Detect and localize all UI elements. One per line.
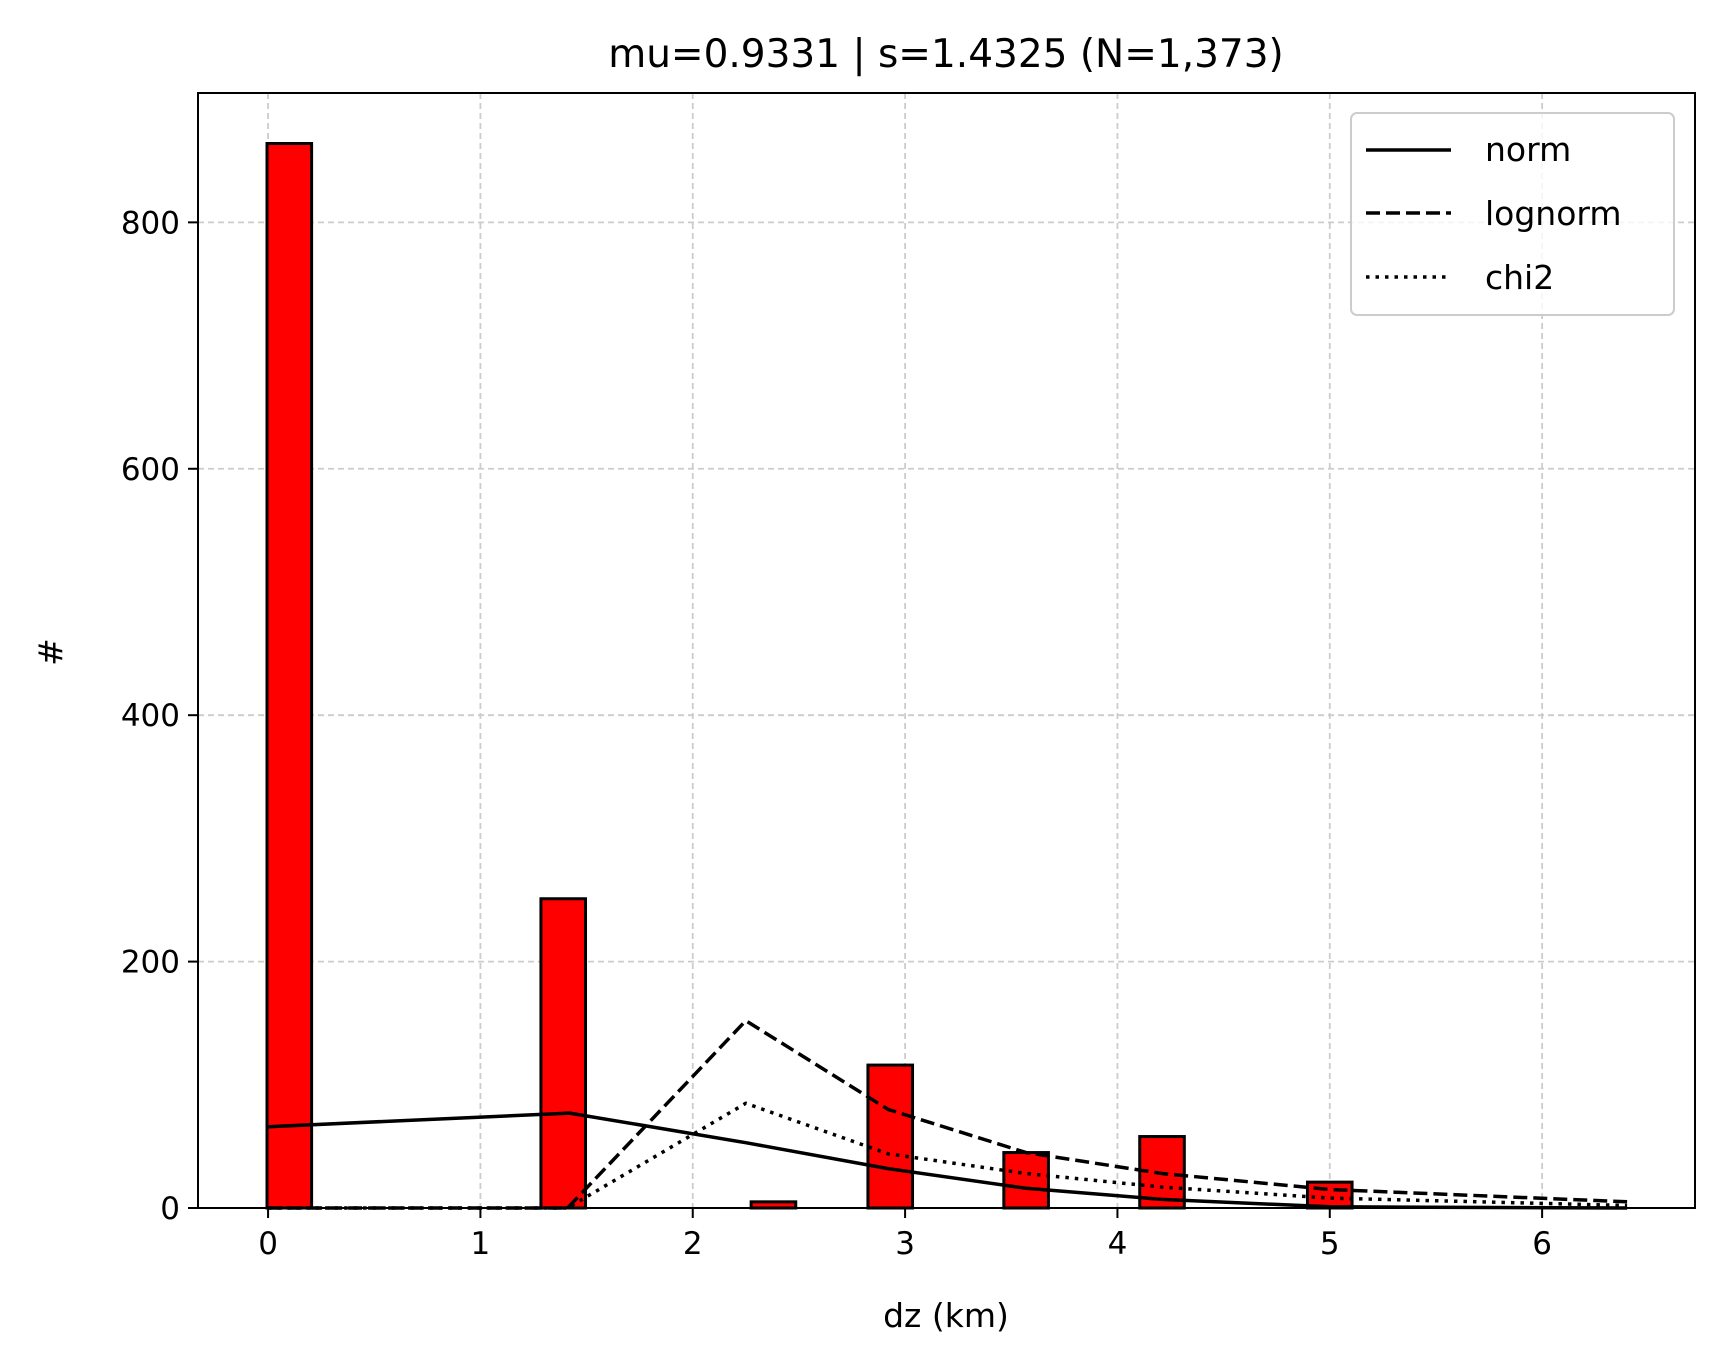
histogram-bar xyxy=(1305,1180,1354,1210)
legend-chi2-label: chi2 xyxy=(1485,258,1554,297)
series-line-norm xyxy=(268,1111,1628,1210)
series-line-chi2 xyxy=(268,1101,1628,1210)
x-axis-label: dz (km) xyxy=(883,1296,1009,1335)
y-axis-label: # xyxy=(31,638,70,666)
x-tick-label: 6 xyxy=(1532,1226,1552,1262)
legend: norm lognorm chi2 xyxy=(1350,112,1675,316)
histogram-bar xyxy=(539,897,588,1210)
x-tick-label: 0 xyxy=(258,1226,278,1262)
legend-lognorm-label: lognorm xyxy=(1485,194,1622,233)
x-tick-label: 3 xyxy=(895,1226,915,1262)
series-line-lognorm xyxy=(268,1018,1628,1210)
chart-title: mu=0.9331 | s=1.4325 (N=1,373) xyxy=(608,32,1284,77)
y-tick-label: 600 xyxy=(121,452,180,488)
legend-box xyxy=(1350,112,1675,316)
axis-ticks: 0 1 2 3 4 5 6 0 200 400 600 800 xyxy=(121,205,1552,1262)
x-tick-label: 5 xyxy=(1320,1226,1340,1262)
y-tick-label: 200 xyxy=(121,945,180,981)
plot-frame xyxy=(197,92,1696,1209)
y-tick-label: 400 xyxy=(121,698,180,734)
y-tick-label: 800 xyxy=(121,205,180,241)
histogram-bar xyxy=(1002,1151,1050,1210)
x-tick-label: 2 xyxy=(683,1226,703,1262)
legend-norm-label: norm xyxy=(1485,130,1571,169)
histogram-bar xyxy=(866,1063,915,1210)
histogram-bar xyxy=(265,142,314,1210)
x-tick-label: 4 xyxy=(1108,1226,1128,1262)
y-tick-label: 0 xyxy=(160,1191,180,1227)
x-tick-label: 1 xyxy=(471,1226,491,1262)
fit-lines xyxy=(268,1018,1628,1210)
